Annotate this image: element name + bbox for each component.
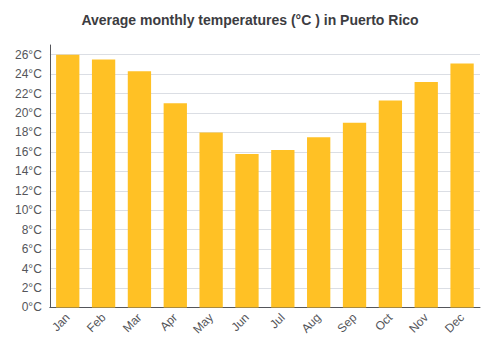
svg-text:24°C: 24°C [15, 67, 42, 81]
svg-text:4°C: 4°C [22, 262, 42, 276]
svg-text:Dec: Dec [442, 311, 467, 336]
svg-text:Jun: Jun [228, 311, 252, 335]
svg-text:Aug: Aug [299, 311, 324, 336]
svg-text:May: May [190, 311, 216, 337]
svg-text:Sep: Sep [334, 310, 359, 335]
svg-text:22°C: 22°C [15, 87, 42, 101]
svg-text:8°C: 8°C [22, 223, 42, 237]
svg-text:12°C: 12°C [15, 184, 42, 198]
svg-text:26°C: 26°C [15, 48, 42, 62]
svg-text:Jan: Jan [49, 311, 73, 335]
svg-text:Apr: Apr [157, 311, 180, 334]
svg-text:6°C: 6°C [22, 242, 42, 256]
svg-text:Jul: Jul [267, 311, 288, 332]
svg-text:10°C: 10°C [15, 203, 42, 217]
svg-text:18°C: 18°C [15, 125, 42, 139]
svg-text:2°C: 2°C [22, 281, 42, 295]
svg-text:Feb: Feb [84, 310, 109, 335]
svg-text:14°C: 14°C [15, 164, 42, 178]
svg-text:20°C: 20°C [15, 106, 42, 120]
svg-text:16°C: 16°C [15, 145, 42, 159]
svg-text:Nov: Nov [406, 311, 431, 336]
svg-text:0°C: 0°C [22, 300, 42, 314]
svg-text:Oct: Oct [372, 310, 396, 334]
svg-text:Average monthly temperatures (: Average monthly temperatures (°C ) in Pu… [81, 12, 418, 28]
svg-text:Mar: Mar [120, 311, 145, 335]
